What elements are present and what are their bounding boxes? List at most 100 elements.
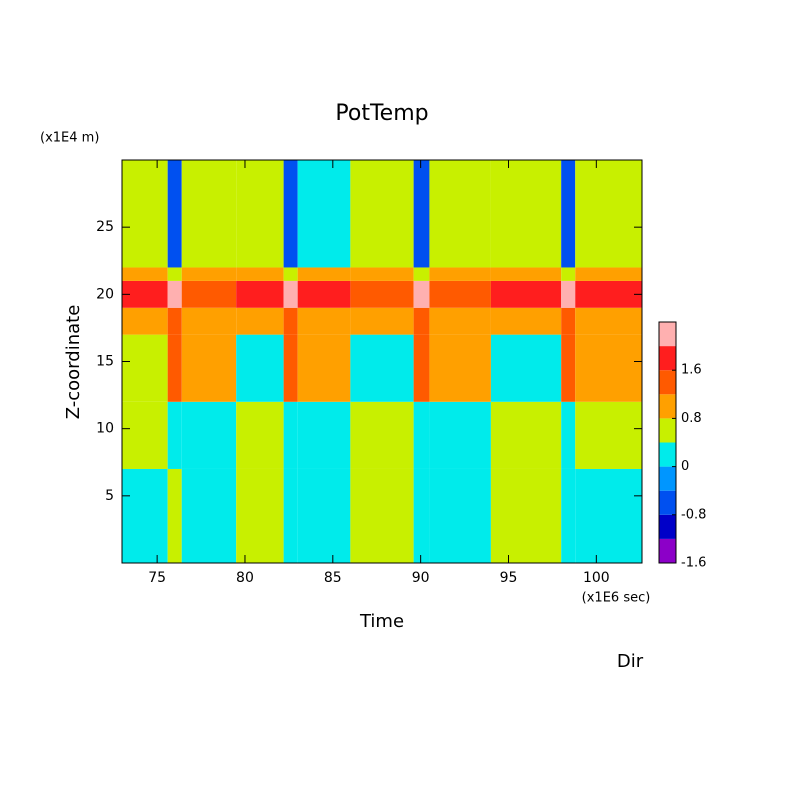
contour-cell <box>429 280 491 308</box>
contour-cell <box>429 267 491 281</box>
contour-cell <box>490 334 562 402</box>
extra-label: Dir <box>617 651 644 672</box>
contour-cell <box>181 267 237 281</box>
contour-cell <box>236 267 284 281</box>
x-tick-label: 100 <box>583 570 610 586</box>
contour-cell <box>181 280 237 308</box>
colorbar-tick-label: -0.8 <box>681 507 706 522</box>
colorbar-tick-label: 1.6 <box>681 363 702 378</box>
contour-cell <box>122 267 168 281</box>
contour-cell <box>561 468 576 563</box>
contour-cell <box>283 280 298 308</box>
contour-cell <box>429 160 491 268</box>
contour-cell <box>283 401 298 469</box>
colorbar-band <box>659 418 676 443</box>
x-tick-label: 95 <box>500 570 518 586</box>
contour-cell <box>561 307 576 335</box>
contour-cell <box>297 468 351 563</box>
contour-cell <box>181 401 237 469</box>
contour-cell <box>350 280 414 308</box>
contour-cell <box>413 160 430 268</box>
contour-cell <box>350 307 414 335</box>
contour-cell <box>167 267 182 281</box>
colorbar-band <box>659 322 676 347</box>
x-axis-title: Time <box>359 611 404 632</box>
x-unit: (x1E6 sec) <box>582 591 651 606</box>
y-tick-label: 25 <box>96 219 114 235</box>
contour-cell <box>283 334 298 402</box>
colorbar-band <box>659 346 676 371</box>
colorbar-band <box>659 538 676 563</box>
colorbar-band <box>659 394 676 419</box>
x-tick-label: 85 <box>324 570 342 586</box>
contour-cell <box>236 468 284 563</box>
contour-cell <box>575 280 642 308</box>
contour-cell <box>350 160 414 268</box>
colorbar-tick-label: 0.8 <box>681 411 702 426</box>
contour-cell <box>575 160 642 268</box>
contour-cell <box>167 334 182 402</box>
x-tick-label: 80 <box>236 570 254 586</box>
contour-cell <box>490 307 562 335</box>
contour-cell <box>236 280 284 308</box>
contour-cell <box>490 401 562 469</box>
colorbar-band <box>659 490 676 515</box>
contour-cell <box>283 160 298 268</box>
contour-cell <box>413 401 430 469</box>
contour-cell <box>283 267 298 281</box>
colorbar-band <box>659 466 676 491</box>
contour-cell <box>181 307 237 335</box>
y-tick-label: 10 <box>96 421 114 437</box>
contour-cell <box>181 468 237 563</box>
contour-cell <box>490 280 562 308</box>
contour-cell <box>236 334 284 402</box>
contour-cell <box>283 307 298 335</box>
contour-cell <box>167 468 182 563</box>
contour-cell <box>429 307 491 335</box>
y-unit: (x1E4 m) <box>40 131 99 146</box>
contour-cell <box>413 468 430 563</box>
y-tick-label: 20 <box>96 286 114 302</box>
contour-cell <box>122 160 168 268</box>
colorbar-band <box>659 442 676 467</box>
y-axis-title: Z-coordinate <box>63 305 84 420</box>
contour-cell <box>167 160 182 268</box>
contour-cell <box>297 334 351 402</box>
contour-cell <box>575 334 642 402</box>
contour-cell <box>297 160 351 268</box>
contour-cell <box>413 307 430 335</box>
contour-cell <box>561 160 576 268</box>
contour-cell <box>575 401 642 469</box>
contour-cell <box>297 401 351 469</box>
colorbar-tick-label: 0 <box>681 459 689 474</box>
contour-cell <box>122 401 168 469</box>
contour-cell <box>413 334 430 402</box>
contour-cell <box>429 334 491 402</box>
y-tick-label: 15 <box>96 354 114 370</box>
contour-cell <box>575 307 642 335</box>
contour-cell <box>236 160 284 268</box>
colorbar-frame <box>658 321 677 564</box>
contour-cell <box>561 267 576 281</box>
contour-cell <box>413 267 430 281</box>
contour-cell <box>297 267 351 281</box>
contour-cell <box>350 401 414 469</box>
contour-cell <box>350 468 414 563</box>
chart-title: PotTemp <box>335 101 428 126</box>
contour-cell <box>236 307 284 335</box>
y-tick-label: 5 <box>105 488 114 504</box>
contour-cell <box>429 401 491 469</box>
colorbar-band <box>659 370 676 395</box>
contour-cell <box>490 267 562 281</box>
contour-cell <box>561 280 576 308</box>
x-tick-label: 75 <box>148 570 166 586</box>
contour-cell <box>575 468 642 563</box>
contour-cell <box>561 401 576 469</box>
contour-cell <box>167 307 182 335</box>
contour-cell <box>122 468 168 563</box>
contour-cell <box>181 160 237 268</box>
contour-cell <box>575 267 642 281</box>
x-tick-label: 90 <box>412 570 430 586</box>
contour-cell <box>413 280 430 308</box>
